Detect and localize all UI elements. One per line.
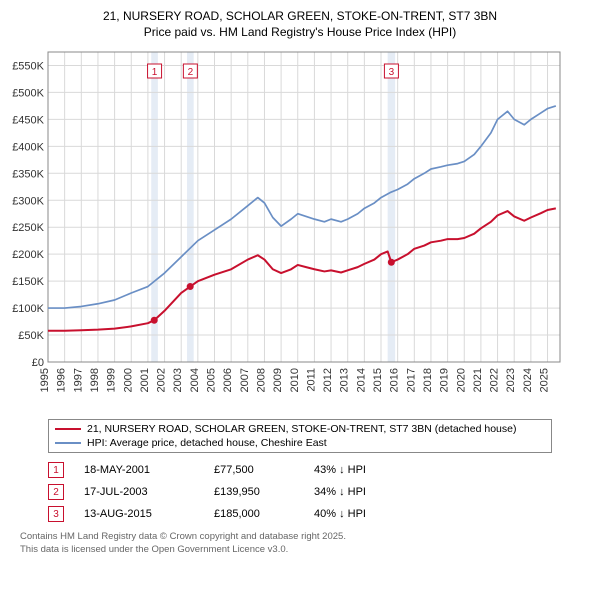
footnote-badge: 1 <box>48 462 64 478</box>
svg-text:2016: 2016 <box>389 368 401 392</box>
svg-text:2009: 2009 <box>272 368 284 392</box>
svg-text:2023: 2023 <box>505 368 517 392</box>
svg-text:£450K: £450K <box>12 115 44 127</box>
svg-text:2002: 2002 <box>156 368 168 392</box>
svg-text:2024: 2024 <box>522 368 534 392</box>
footnote-row: 1 18-MAY-2001 £77,500 43% ↓ HPI <box>48 459 552 481</box>
footnote-row: 3 13-AUG-2015 £185,000 40% ↓ HPI <box>48 503 552 525</box>
svg-text:2000: 2000 <box>122 368 134 392</box>
svg-text:1995: 1995 <box>39 368 51 392</box>
legend: 21, NURSERY ROAD, SCHOLAR GREEN, STOKE-O… <box>48 419 552 453</box>
svg-text:2019: 2019 <box>439 368 451 392</box>
svg-text:2022: 2022 <box>489 368 501 392</box>
footnote-date: 13-AUG-2015 <box>84 508 194 520</box>
svg-text:2: 2 <box>188 67 194 78</box>
svg-text:2021: 2021 <box>472 368 484 392</box>
svg-text:2004: 2004 <box>189 368 201 392</box>
chart-title: 21, NURSERY ROAD, SCHOLAR GREEN, STOKE-O… <box>10 8 590 40</box>
svg-text:2008: 2008 <box>255 368 267 392</box>
copyright: Contains HM Land Registry data © Crown c… <box>20 531 580 556</box>
footnote-badge: 3 <box>48 506 64 522</box>
svg-text:2005: 2005 <box>206 368 218 392</box>
svg-text:2014: 2014 <box>355 368 367 392</box>
svg-text:£100K: £100K <box>12 303 44 315</box>
legend-label-property: 21, NURSERY ROAD, SCHOLAR GREEN, STOKE-O… <box>87 423 516 435</box>
svg-text:£200K: £200K <box>12 250 44 262</box>
footnote-date: 17-JUL-2003 <box>84 486 194 498</box>
chart-area: £0 £50K £100K £150K £200K £250K £300K £350K £400… <box>10 46 590 411</box>
svg-text:£350K: £350K <box>12 169 44 181</box>
svg-text:2011: 2011 <box>305 368 317 392</box>
svg-text:1998: 1998 <box>89 368 101 392</box>
svg-text:2015: 2015 <box>372 368 384 392</box>
svg-text:£550K: £550K <box>12 61 44 73</box>
svg-text:2007: 2007 <box>239 368 251 392</box>
footnotes: 1 18-MAY-2001 £77,500 43% ↓ HPI 2 17-JUL-2003… <box>48 459 552 525</box>
legend-item-property: 21, NURSERY ROAD, SCHOLAR GREEN, STOKE-O… <box>55 422 545 436</box>
svg-text:2025: 2025 <box>539 368 551 392</box>
line-chart: £0 £50K £100K £150K £200K £250K £300K £350K £400… <box>10 46 570 406</box>
svg-text:1997: 1997 <box>72 368 84 392</box>
svg-text:2013: 2013 <box>339 368 351 392</box>
svg-text:£400K: £400K <box>12 142 44 154</box>
legend-swatch-property <box>55 428 81 430</box>
legend-swatch-hpi <box>55 442 81 444</box>
footnote-badge: 2 <box>48 484 64 500</box>
svg-text:2018: 2018 <box>422 368 434 392</box>
copyright-line-1: Contains HM Land Registry data © Crown c… <box>20 531 346 542</box>
svg-text:£0: £0 <box>32 357 44 369</box>
svg-text:£500K: £500K <box>12 88 44 100</box>
svg-text:1: 1 <box>152 67 158 78</box>
svg-text:3: 3 <box>389 67 395 78</box>
footnote-price: £77,500 <box>214 464 294 476</box>
footnote-pct: 43% ↓ HPI <box>314 464 366 476</box>
footnote-row: 2 17-JUL-2003 £139,950 34% ↓ HPI <box>48 481 552 503</box>
legend-label-hpi: HPI: Average price, detached house, Ches… <box>87 437 327 449</box>
svg-text:2003: 2003 <box>172 368 184 392</box>
footnote-price: £139,950 <box>214 486 294 498</box>
footnote-pct: 34% ↓ HPI <box>314 486 366 498</box>
svg-text:2006: 2006 <box>222 368 234 392</box>
title-line-2: Price paid vs. HM Land Registry's House … <box>144 25 456 39</box>
svg-text:£50K: £50K <box>18 330 44 342</box>
legend-item-hpi: HPI: Average price, detached house, Ches… <box>55 436 545 450</box>
svg-text:£300K: £300K <box>12 196 44 208</box>
svg-text:£250K: £250K <box>12 223 44 235</box>
svg-text:1999: 1999 <box>106 368 118 392</box>
svg-text:2020: 2020 <box>455 368 467 392</box>
title-line-1: 21, NURSERY ROAD, SCHOLAR GREEN, STOKE-O… <box>103 9 497 23</box>
copyright-line-2: This data is licensed under the Open Gov… <box>20 544 288 555</box>
svg-text:2017: 2017 <box>405 368 417 392</box>
footnote-price: £185,000 <box>214 508 294 520</box>
svg-text:2001: 2001 <box>139 368 151 392</box>
footnote-date: 18-MAY-2001 <box>84 464 194 476</box>
svg-text:2010: 2010 <box>289 368 301 392</box>
footnote-pct: 40% ↓ HPI <box>314 508 366 520</box>
svg-text:£150K: £150K <box>12 277 44 289</box>
svg-text:2012: 2012 <box>322 368 334 392</box>
svg-text:1996: 1996 <box>56 368 68 392</box>
